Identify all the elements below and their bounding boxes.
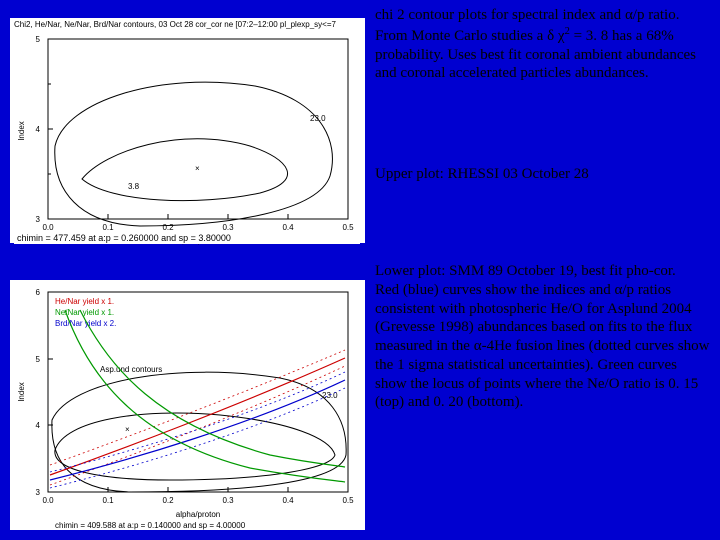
band-label: Asp.und contours xyxy=(100,365,162,374)
svg-text:0.5: 0.5 xyxy=(342,496,354,505)
green-curve-1 xyxy=(80,310,345,467)
alpha-sym-3: α xyxy=(474,338,482,354)
chi-sym: χ xyxy=(558,28,565,44)
svg-text:0.4: 0.4 xyxy=(282,496,294,505)
lower-xlabel: alpha/proton xyxy=(176,510,220,519)
lower-y-ticks: 3 4 5 6 xyxy=(36,288,53,497)
svg-text:4: 4 xyxy=(36,421,41,430)
delta-sym: δ xyxy=(547,28,554,44)
upper-fit-marker: × xyxy=(195,164,200,173)
lower-legend: He/Nar yield x 1. Ne/Nar yield x 1. Brd/… xyxy=(55,297,116,328)
svg-text:5: 5 xyxy=(36,35,41,44)
cap3-b: Red (blue) curves show the indices and xyxy=(375,282,615,298)
svg-text:3: 3 xyxy=(36,488,41,497)
contour-label-3-8: 3.8 xyxy=(128,182,140,191)
svg-text:4: 4 xyxy=(36,125,41,134)
upper-plot-title: Chi2, He/Nar, Ne/Nar, Brd/Nar contours, … xyxy=(10,18,365,31)
svg-text:6: 6 xyxy=(36,288,41,297)
cap1-a: chi 2 contour plots for spectral index a… xyxy=(375,7,625,23)
svg-text:0.0: 0.0 xyxy=(42,223,54,232)
caption-2: Upper plot: RHESSI 03 October 28 xyxy=(375,165,710,184)
upper-contours: 3.8 23.0 xyxy=(55,82,333,226)
upper-y-ticks: 3 4 5 xyxy=(36,35,53,224)
svg-text:0.2: 0.2 xyxy=(162,496,174,505)
upper-plot-svg: 3 4 5 0.0 0.1 0.2 0.3 0.4 0.5 Index alph… xyxy=(10,31,365,248)
upper-ylabel: Index xyxy=(17,121,26,141)
svg-text:0.0: 0.0 xyxy=(42,496,54,505)
red-curve xyxy=(50,358,345,475)
lower-plot-svg: 3 4 5 6 0.0 0.1 0.2 0.3 0.4 0.5 Index al… xyxy=(10,280,365,530)
svg-text:0.2: 0.2 xyxy=(162,223,174,232)
svg-text:0.3: 0.3 xyxy=(222,496,234,505)
svg-text:5: 5 xyxy=(36,355,41,364)
contour-label-23: 23.0 xyxy=(310,114,326,123)
alpha-sym-1: α xyxy=(625,7,633,23)
caption-1: chi 2 contour plots for spectral index a… xyxy=(375,6,710,83)
svg-text:0.1: 0.1 xyxy=(102,223,114,232)
svg-text:0.3: 0.3 xyxy=(222,223,234,232)
cap3-a: Lower plot: SMM 89 October 19, best fit … xyxy=(375,263,676,279)
svg-text:He/Nar yield x 1.: He/Nar yield x 1. xyxy=(55,297,114,306)
lower-black-contour-outer xyxy=(52,372,346,492)
svg-text:Ne/Nar yield x 1.: Ne/Nar yield x 1. xyxy=(55,308,114,317)
svg-text:0.1: 0.1 xyxy=(102,496,114,505)
svg-text:3: 3 xyxy=(36,215,41,224)
slide: Chi2, He/Nar, Ne/Nar, Brd/Nar contours, … xyxy=(0,0,720,540)
upper-contour-plot: Chi2, He/Nar, Ne/Nar, Brd/Nar contours, … xyxy=(10,18,365,243)
lower-x-ticks: 0.0 0.1 0.2 0.3 0.4 0.5 xyxy=(42,487,354,505)
upper-plot-frame xyxy=(48,39,348,219)
green-curve-2 xyxy=(65,310,345,482)
upper-x-ticks: 0.0 0.1 0.2 0.3 0.4 0.5 xyxy=(42,214,354,232)
svg-text:0.4: 0.4 xyxy=(282,223,294,232)
upper-chimin-text: chimin = 477.459 at a:p = 0.260000 and s… xyxy=(14,232,360,244)
lower-fit-marker: × xyxy=(125,425,130,434)
lower-chimin-text: chimin = 409.588 at a:p = 0.140000 and s… xyxy=(55,521,246,530)
blue-dotted-top xyxy=(50,372,345,472)
svg-text:0.5: 0.5 xyxy=(342,223,354,232)
lower-ylabel: Index xyxy=(17,382,26,402)
blue-curve xyxy=(50,380,345,480)
caption-3: Lower plot: SMM 89 October 19, best fit … xyxy=(375,262,711,412)
lower-contour-plot: 3 4 5 6 0.0 0.1 0.2 0.3 0.4 0.5 Index al… xyxy=(10,280,365,530)
